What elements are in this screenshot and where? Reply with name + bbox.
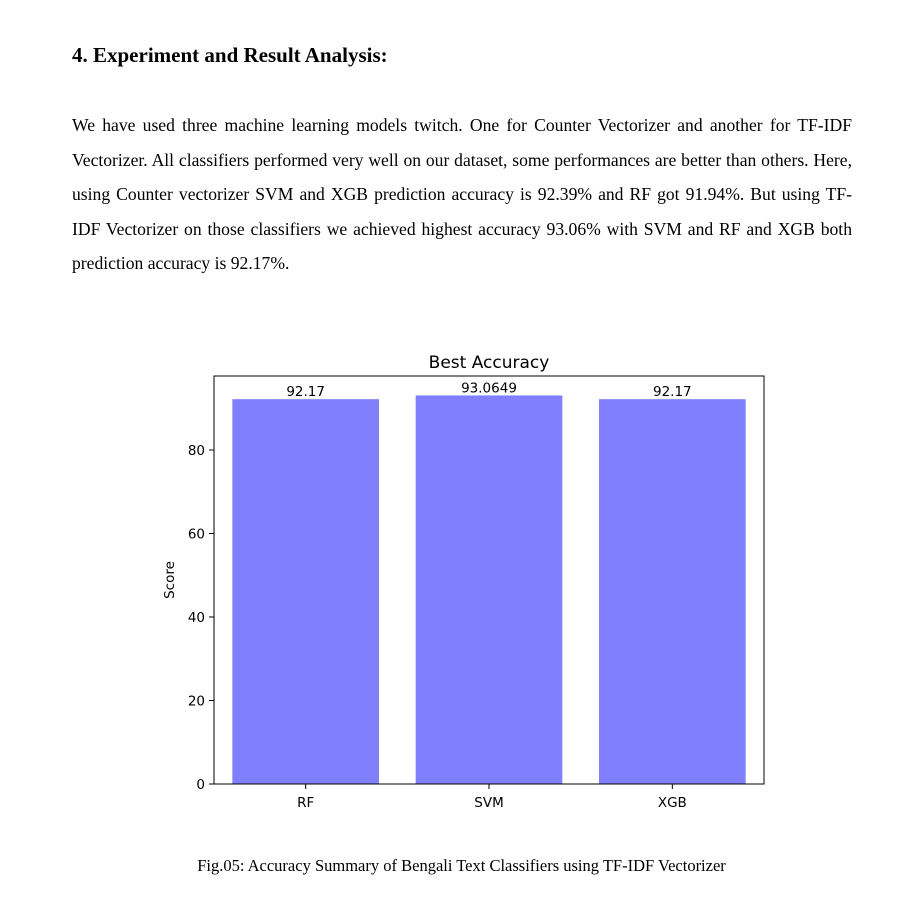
body-paragraph: We have used three machine learning mode… (72, 115, 852, 273)
y-tick-label: 0 (196, 777, 205, 793)
bar-rf (232, 399, 379, 784)
y-tick-label: 40 (188, 610, 205, 626)
x-tick-label-rf: RF (297, 795, 314, 811)
data-label-svm: 93.0649 (461, 380, 517, 396)
section-heading: 4. Experiment and Result Analysis: (72, 43, 388, 67)
y-tick-label: 20 (188, 693, 205, 709)
y-axis-label: Score (162, 561, 178, 599)
bar-xgb (599, 399, 746, 784)
x-tick-label-svm: SVM (474, 795, 503, 811)
y-tick-label: 80 (188, 443, 205, 459)
accuracy-chart: 92.17 RF 93.0649 SVM 92.17 XGB 0 20 40 60 80 Best A… (150, 340, 790, 820)
figure-caption: Fig.05: Accuracy Summary of Bengali Text… (197, 856, 726, 875)
data-label-rf: 92.17 (286, 384, 325, 400)
y-tick-label: 60 (188, 526, 205, 542)
chart-title: Best Accuracy (429, 353, 550, 373)
chart-canvas: 92.17 RF 93.0649 SVM 92.17 XGB 0 20 40 60 80 Best A… (162, 353, 765, 811)
bar-svm (415, 395, 563, 784)
data-label-xgb: 92.17 (653, 384, 692, 400)
x-tick-label-xgb: XGB (658, 795, 687, 811)
plot-frame (213, 375, 765, 785)
